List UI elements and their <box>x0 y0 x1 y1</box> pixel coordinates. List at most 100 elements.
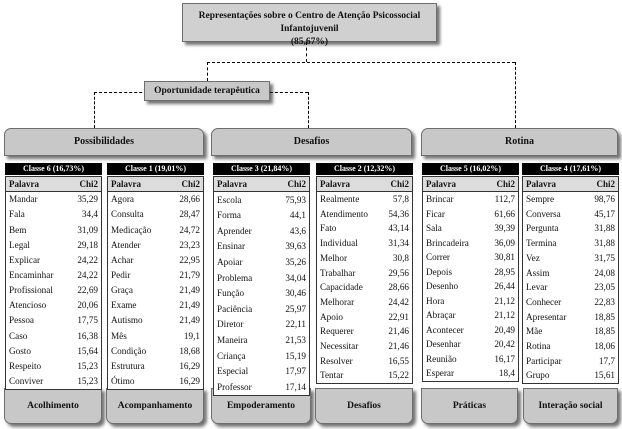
table-row: Reunião 16,17 <box>423 354 518 365</box>
word-cell: Achar <box>111 254 134 265</box>
word-cell: Estrutura <box>111 360 145 371</box>
header-chi2: Chi2 <box>79 179 98 189</box>
table-row: Realmente 57,8 <box>317 194 412 205</box>
table-row: Vez 31,75 <box>523 253 618 264</box>
root-subtitle: (85,67%) <box>290 37 329 47</box>
word-cell: Tentar <box>320 370 344 381</box>
table-row: Brincar 112,7 <box>423 194 518 205</box>
table-row: Individual 31,34 <box>317 238 412 249</box>
table-row: Graça 21,49 <box>108 285 203 296</box>
chi2-cell: 39,39 <box>494 223 515 234</box>
chi2-cell: 28,47 <box>179 209 200 220</box>
table-row: Profissional 22,69 <box>6 285 101 296</box>
class-2-table: Palavra Chi2 Realmente 57,8 Atendimento 54,36… <box>316 176 413 384</box>
word-cell: Assim <box>526 267 550 278</box>
table-header: Palavra Chi2 <box>423 177 518 192</box>
class-1-table: Palavra Chi2 Agora 28,66 Consulta 28,47 Medica… <box>107 176 204 390</box>
word-cell: Condição <box>111 345 147 356</box>
table-row: Rotina 18,06 <box>523 341 618 352</box>
word-cell: Profissional <box>9 285 53 296</box>
chi2-cell: 21,49 <box>179 315 200 326</box>
chi2-cell: 31,75 <box>594 252 615 263</box>
chi2-cell: 21,12 <box>494 310 515 321</box>
table-row: Ótimo 16,29 <box>108 376 203 387</box>
table-row: Tentar 15,22 <box>317 370 412 381</box>
chi2-cell: 15,64 <box>77 345 98 356</box>
table-row: Medicação 24,72 <box>108 225 203 236</box>
word-cell: Explicar <box>9 254 41 265</box>
word-cell: Brincadeira <box>426 237 469 248</box>
chi2-cell: 34,04 <box>285 272 306 283</box>
word-cell: Ensinar <box>217 241 246 252</box>
chi2-cell: 15,61 <box>594 370 615 381</box>
word-cell: Criança <box>217 350 246 361</box>
chi2-cell: 43,6 <box>289 225 306 236</box>
table-row: Exame 21,49 <box>108 300 203 311</box>
table-row: Esperar 18,4 <box>423 368 518 379</box>
word-cell: Abraçar <box>426 310 456 321</box>
chi2-cell: 21,46 <box>388 340 409 351</box>
word-cell: Consulta <box>111 209 144 220</box>
chi2-cell: 24,22 <box>77 254 98 265</box>
word-cell: Requerer <box>320 326 354 337</box>
word-cell: Escola <box>217 194 242 205</box>
table-row: Especial 17,97 <box>214 366 309 377</box>
chi2-cell: 34,4 <box>81 209 98 220</box>
word-cell: Fala <box>9 209 25 220</box>
header-chi2: Chi2 <box>390 179 409 189</box>
table-row: Assim 24,08 <box>523 268 618 279</box>
word-cell: Ficar <box>426 208 445 219</box>
chi2-cell: 35,29 <box>77 194 98 205</box>
word-cell: Fato <box>320 223 337 234</box>
chi2-cell: 20,49 <box>494 324 515 335</box>
word-cell: Conversa <box>526 208 561 219</box>
table-row: Correr 30,81 <box>423 252 518 263</box>
word-cell: Conhecer <box>526 296 562 307</box>
table-row: Estrutura 16,29 <box>108 361 203 372</box>
table-row: Encaminhar 24,22 <box>6 270 101 281</box>
table-row: Legal 29,18 <box>6 240 101 251</box>
table-row: Trabalhar 29,56 <box>317 268 412 279</box>
word-cell: Bem <box>9 224 27 235</box>
class-4-table: Palavra Chi2 Sempre 98,76 Conversa 45,17 Pergu… <box>522 176 619 384</box>
chi2-cell: 18,4 <box>498 368 515 379</box>
word-cell: Grupo <box>526 370 550 381</box>
table-row: Fala 34,4 <box>6 209 101 220</box>
chi2-cell: 22,95 <box>179 254 200 265</box>
word-cell: Levar <box>526 282 548 293</box>
word-cell: Participar <box>526 355 562 366</box>
chi2-cell: 16,38 <box>77 330 98 341</box>
bottom-interacao-social: Interação social <box>523 388 618 424</box>
table-row: Hora 21,12 <box>423 296 518 307</box>
chi2-cell: 24,22 <box>77 270 98 281</box>
chi2-cell: 16,29 <box>179 360 200 371</box>
chi2-cell: 29,18 <box>77 239 98 250</box>
chi2-cell: 24,72 <box>179 224 200 235</box>
word-cell: Capacidade <box>320 282 363 293</box>
chi2-cell: 22,69 <box>77 285 98 296</box>
word-cell: Apresentar <box>526 311 567 322</box>
group-desafios: Desafios <box>211 128 412 156</box>
word-cell: Medicação <box>111 224 152 235</box>
root-node: Representações sobre o Centro de Atenção… <box>182 3 437 47</box>
group-possibilidades: Possibilidades <box>4 128 204 156</box>
header-word: Palavra <box>111 179 141 189</box>
table-row: Atender 23,23 <box>108 240 203 251</box>
table-row: Professor 17,14 <box>214 382 309 393</box>
chi2-cell: 31,09 <box>77 224 98 235</box>
word-cell: Legal <box>9 239 30 250</box>
word-cell: Desenhar <box>426 339 461 350</box>
word-cell: Sempre <box>526 194 555 205</box>
table-body: Mandar 35,29 Fala 34,4 Bem 31,09 Legal 29,18 Exp… <box>6 192 101 389</box>
chi2-cell: 22,11 <box>285 319 306 330</box>
chi2-cell: 17,7 <box>598 355 615 366</box>
class-3-table: Palavra Chi2 Escola 75,93 Forma 44,1 Aprender 4… <box>213 176 310 396</box>
connector-root-down <box>306 42 307 62</box>
table-row: Fato 43,14 <box>317 223 412 234</box>
word-cell: Aprender <box>217 225 252 236</box>
table-row: Conviver 15,23 <box>6 376 101 387</box>
table-row: Caso 16,38 <box>6 331 101 342</box>
root-title: Representações sobre o Centro de Atenção… <box>198 11 421 34</box>
chi2-cell: 22,91 <box>388 311 409 322</box>
word-cell: Diretor <box>217 319 244 330</box>
